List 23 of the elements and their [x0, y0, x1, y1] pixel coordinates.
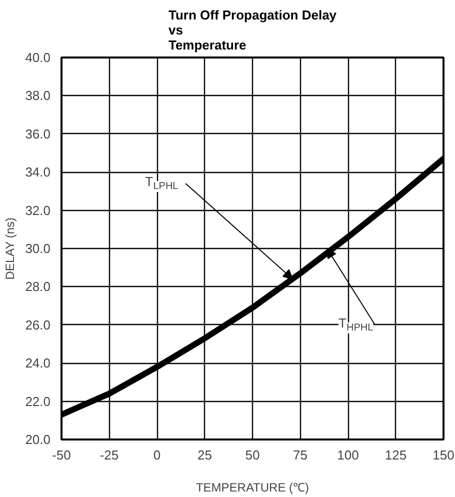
y-tick-label: 38.0	[25, 88, 51, 104]
x-axis-title: TEMPERATURE (℃)	[196, 480, 310, 494]
x-tick-label: 75	[293, 448, 308, 462]
x-tick-label: 150	[432, 448, 454, 462]
y-tick-label: 34.0	[25, 164, 51, 180]
y-tick-label: 30.0	[25, 241, 51, 256]
x-tick-label: 100	[337, 448, 359, 462]
x-tick-label: 125	[384, 448, 407, 462]
y-tick-label: 32.0	[25, 202, 51, 218]
x-tick-label: -50	[52, 448, 71, 462]
y-tick-label: 20.0	[25, 432, 51, 447]
y-tick-label: 22.0	[25, 394, 51, 409]
x-tick-label: 0	[153, 448, 161, 462]
y-tick-label: 24.0	[25, 356, 51, 371]
x-tick-label: -25	[100, 448, 119, 462]
x-tick-label: 50	[245, 448, 260, 462]
y-tick-label: 40.0	[25, 50, 51, 65]
chart-title: Turn Off Propagation Delay vs Temperature	[168, 8, 338, 52]
y-axis-title: DELAY (ns)	[3, 217, 18, 280]
y-tick-label: 28.0	[25, 279, 51, 294]
y-tick-label: 26.0	[25, 317, 51, 332]
x-tick-label: 25	[198, 448, 212, 462]
y-tick-label: 36.0	[25, 126, 51, 142]
